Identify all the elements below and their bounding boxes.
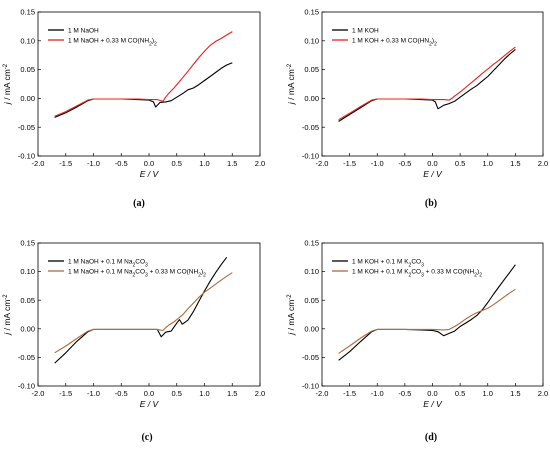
chart-panel-a: -2.0 -1.5 -1.0 -0.5 0.0 0.5 1.0 1.5 2.0 -0.10 -0.0…: [2, 8, 265, 179]
chart-panel-b: -2.0 -1.5 -1.0 -0.5 0.0 0.5 1.0 1.5 2.0 -0.10 -0.0…: [286, 8, 548, 179]
x-tick-label: -0.5: [115, 389, 128, 398]
y-tick-label: 0.15: [304, 239, 319, 248]
y-tick-label: 0.05: [20, 296, 35, 305]
legend-label: 1 M NaOH + 0.1 M Na2CO3 + 0.33 M CO(NH2)…: [68, 269, 206, 279]
series-line-2: [54, 272, 233, 354]
y-tick-label: 0.10: [20, 267, 35, 276]
y-tick-label: -0.05: [18, 353, 35, 362]
y-tick-label: -0.10: [18, 152, 35, 161]
figure-caption: (a): [133, 198, 145, 209]
y-tick-label: -0.10: [302, 382, 319, 391]
y-axis-label: j / mA cm-2: [2, 63, 12, 105]
series-line-1: [338, 264, 516, 361]
y-tick-label: 0.00: [20, 324, 35, 333]
legend-label: 1 M KOH + 0.1 M K2CO3 + 0.33 M CO(NH2)2: [352, 269, 482, 279]
y-tick-label: -0.05: [302, 123, 319, 132]
x-axis-label: E / V: [423, 169, 443, 179]
x-tick-label: 0.5: [172, 389, 182, 398]
figure-caption: (b): [425, 198, 437, 209]
legend-label: 1 M NaOH + 0.33 M CO(NH2)2: [68, 38, 157, 48]
y-tick-label: 0.15: [304, 8, 319, 17]
y-tick-label: 0.10: [20, 36, 35, 45]
x-tick-label: 2.0: [538, 389, 548, 398]
x-tick-label: -2.0: [316, 389, 329, 398]
x-tick-label: -0.5: [398, 159, 411, 168]
chart-panel-d: -2.0 -1.5 -1.0 -0.5 0.0 0.5 1.0 1.5 2.0 -0.10 -0.0…: [286, 239, 548, 409]
legend-label: 1 M KOH + 0.1 M K2CO3: [352, 259, 424, 269]
y-tick-label: 0.10: [304, 267, 319, 276]
y-tick-label: 0.10: [304, 36, 319, 45]
y-axis-label: j / mA cm-2: [286, 63, 296, 105]
x-tick-label: -2.0: [316, 159, 329, 168]
y-tick-label: 0.05: [20, 65, 35, 74]
series-line-2: [54, 31, 233, 117]
x-tick-label: -1.5: [59, 159, 72, 168]
x-tick-label: 1.5: [227, 159, 237, 168]
legend-label: 1 M KOH + 0.33 M CO(HN2)2: [352, 38, 437, 48]
y-tick-label: 0.00: [304, 94, 319, 103]
x-tick-label: -0.5: [115, 159, 128, 168]
x-tick-label: 0.0: [427, 159, 437, 168]
y-tick-label: 0.00: [20, 94, 35, 103]
series-line-1: [54, 62, 233, 118]
x-tick-label: 1.5: [510, 159, 520, 168]
y-axis-label: j / mA cm-2: [2, 294, 12, 336]
x-tick-label: 0.5: [455, 389, 465, 398]
x-tick-label: 0.0: [144, 159, 154, 168]
x-tick-label: 2.0: [255, 159, 265, 168]
legend-label: 1 M NaOH + 0.1 M Na2CO3: [68, 259, 148, 269]
x-tick-label: -1.5: [343, 389, 356, 398]
y-tick-label: -0.05: [302, 353, 319, 362]
x-tick-label: -1.0: [371, 159, 384, 168]
series-line-1: [338, 48, 516, 122]
x-tick-label: 1.0: [199, 389, 209, 398]
x-tick-label: 1.0: [483, 159, 493, 168]
x-tick-label: -1.0: [87, 159, 100, 168]
legend-label: 1 M NaOH: [68, 28, 99, 35]
series-line-2: [338, 288, 516, 354]
x-tick-label: 0.0: [144, 389, 154, 398]
y-tick-label: 0.05: [304, 296, 319, 305]
x-tick-label: 1.5: [227, 389, 237, 398]
legend-label: 1 M KOH: [352, 28, 379, 35]
y-tick-label: -0.05: [18, 123, 35, 132]
x-tick-label: -1.5: [343, 159, 356, 168]
x-axis-label: E / V: [140, 169, 160, 179]
x-tick-label: -1.0: [371, 389, 384, 398]
x-tick-label: -1.0: [87, 389, 100, 398]
x-tick-label: 0.0: [427, 389, 437, 398]
x-tick-label: 2.0: [538, 159, 548, 168]
x-axis-label: E / V: [423, 399, 443, 409]
x-tick-label: 0.5: [455, 159, 465, 168]
x-tick-label: -0.5: [398, 389, 411, 398]
x-tick-label: -2.0: [32, 389, 45, 398]
x-tick-label: 1.0: [483, 389, 493, 398]
series-line-2: [338, 46, 516, 121]
y-axis-label: j / mA cm-2: [286, 294, 296, 336]
y-tick-label: 0.00: [304, 324, 319, 333]
x-tick-label: 0.5: [172, 159, 182, 168]
x-tick-label: 2.0: [255, 389, 265, 398]
y-tick-label: -0.10: [18, 382, 35, 391]
x-tick-label: 1.0: [199, 159, 209, 168]
x-axis-label: E / V: [140, 399, 160, 409]
figure-caption: (c): [141, 432, 152, 443]
y-tick-label: 0.05: [304, 65, 319, 74]
x-tick-label: -1.5: [59, 389, 72, 398]
y-tick-label: 0.15: [20, 8, 35, 17]
figure-caption: (d): [425, 432, 437, 443]
chart-panel-c: -2.0 -1.5 -1.0 -0.5 0.0 0.5 1.0 1.5 2.0 -0.10 -0.0…: [2, 239, 265, 409]
y-tick-label: 0.15: [20, 239, 35, 248]
x-tick-label: 1.5: [510, 389, 520, 398]
x-tick-label: -2.0: [32, 159, 45, 168]
y-tick-label: -0.10: [302, 152, 319, 161]
